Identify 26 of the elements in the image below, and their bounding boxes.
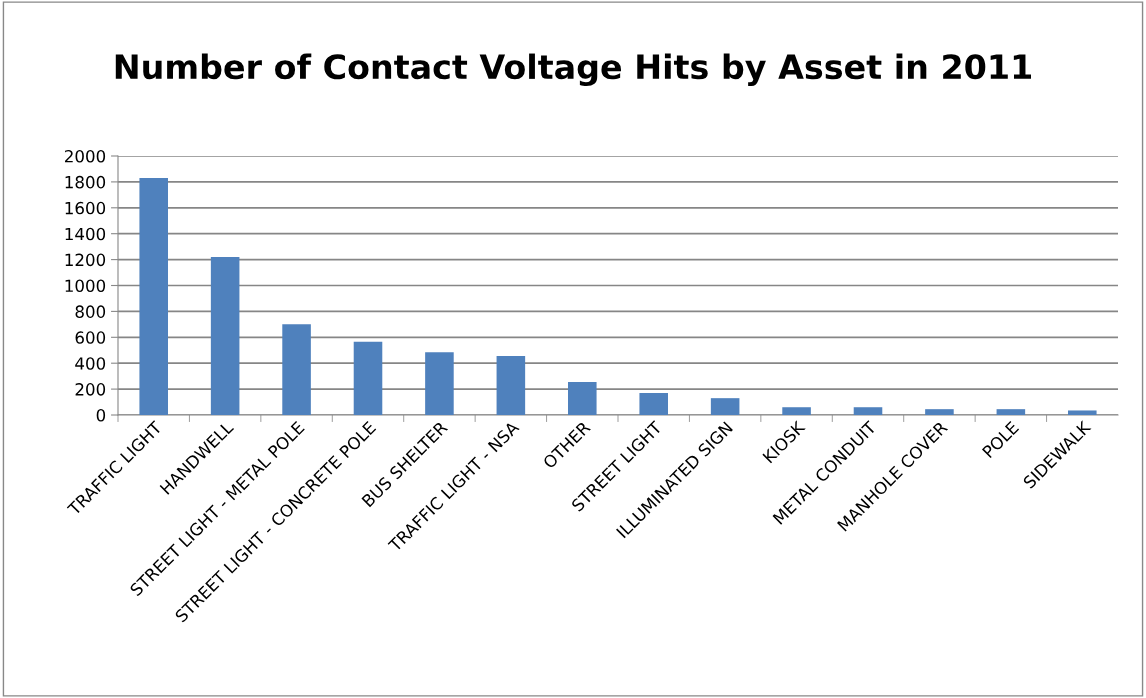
- y-tick-label: 1400: [65, 227, 106, 241]
- y-tick-label: 1000: [65, 279, 106, 293]
- bar: [496, 356, 526, 415]
- chart-title: Number of Contact Voltage Hits by Asset in 2011: [115, 53, 1031, 87]
- bar: [353, 341, 383, 415]
- y-tick-label: 800: [75, 305, 106, 318]
- y-tick-label: 1200: [65, 253, 106, 267]
- bar: [925, 409, 954, 415]
- bar: [710, 398, 740, 415]
- bar: [210, 257, 240, 415]
- bar: [1068, 410, 1097, 415]
- bar: [853, 407, 883, 415]
- bar: [782, 407, 811, 415]
- y-tick-label: 2000: [65, 149, 106, 163]
- bar: [996, 409, 1026, 415]
- bar: [425, 352, 454, 415]
- y-tick-label: 200: [75, 383, 106, 396]
- y-tick-label: 1600: [65, 201, 106, 215]
- y-tick-label: 0: [96, 408, 106, 422]
- bar: [568, 381, 597, 415]
- bar: [139, 178, 168, 415]
- y-tick-label: 400: [75, 357, 106, 370]
- y-tick-label: 1800: [65, 175, 106, 189]
- bar: [639, 392, 668, 415]
- bar: [282, 324, 311, 415]
- y-tick-label: 600: [75, 331, 106, 344]
